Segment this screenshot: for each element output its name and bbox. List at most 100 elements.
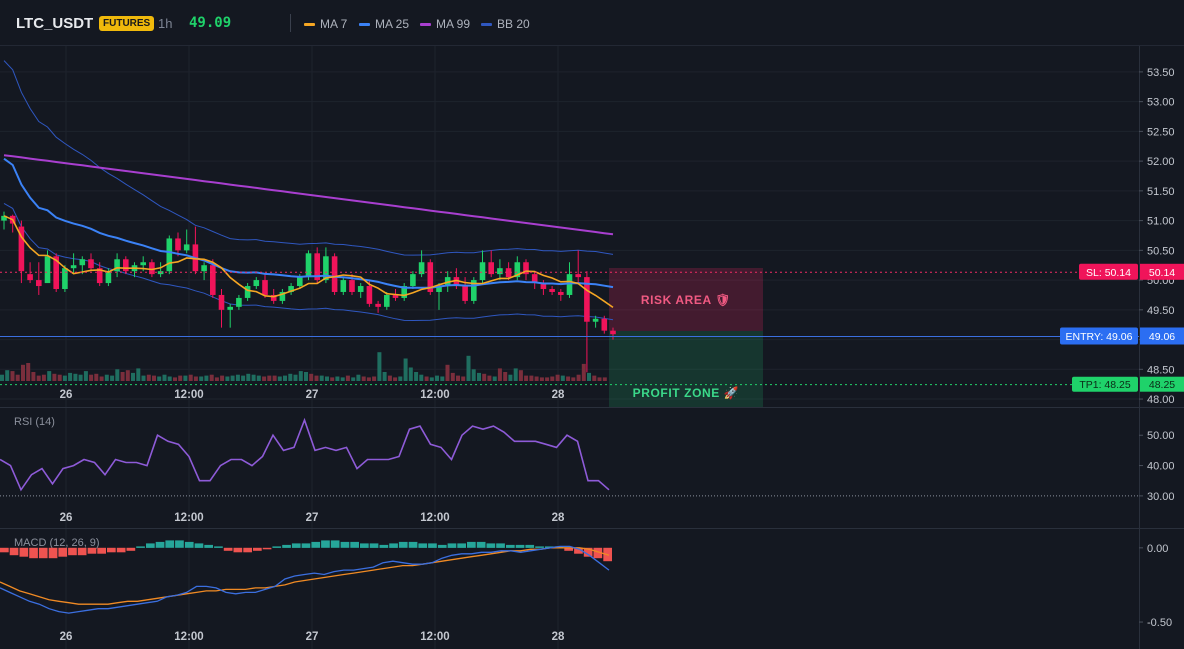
legend-bb20[interactable]: BB 20: [481, 17, 530, 31]
volume-bar: [372, 376, 377, 381]
macd-histogram-bar: [126, 547, 136, 551]
candle-body: [601, 318, 608, 331]
candle-body: [427, 262, 434, 292]
candle-body: [227, 306, 233, 310]
volume-bar: [545, 377, 550, 381]
legend-ma25[interactable]: MA 25: [359, 17, 409, 31]
volume-bar: [566, 376, 571, 381]
volume-bar: [539, 377, 544, 381]
volume-bar: [94, 373, 99, 381]
candle-body: [514, 262, 521, 278]
volume-bar: [298, 371, 303, 381]
macd-histogram-bar: [398, 541, 408, 548]
candle-body: [36, 280, 42, 287]
candle-body: [288, 286, 294, 292]
macd-histogram-bar: [136, 546, 145, 548]
volume-bar: [5, 370, 10, 381]
volume-bar: [461, 376, 466, 381]
macd-histogram-bar: [301, 543, 311, 548]
volume-bar: [89, 374, 94, 381]
timeframe-selector[interactable]: 1h: [158, 16, 173, 31]
candlesticks: [1, 211, 616, 373]
price-tick-label: 48.00: [1147, 394, 1175, 406]
candle-body: [244, 286, 251, 298]
macd-histogram-bar: [194, 543, 204, 548]
volume-bar: [340, 377, 345, 381]
tp-tag-box: [1072, 376, 1138, 392]
price-tick-label: 49.50: [1147, 305, 1175, 317]
volume-bar: [183, 375, 188, 381]
ma99-line: [3, 154, 614, 236]
macd-histogram-bar: [9, 547, 19, 556]
macd-histogram-bar: [340, 541, 350, 548]
entry-tag[interactable]: ENTRY: 49.06 49.06: [1060, 327, 1184, 345]
macd-histogram-bar: [29, 547, 38, 559]
take-profit-tag[interactable]: TP1: 48.25 48.25: [1072, 376, 1184, 392]
tp-axis-box: [1140, 376, 1184, 392]
profit-zone[interactable]: [609, 331, 763, 407]
ma25-line: [3, 157, 614, 289]
candle-body: [323, 256, 329, 281]
macd-histogram-bar: [321, 540, 330, 548]
macd-histogram-bar: [214, 546, 223, 548]
volume-bar: [283, 375, 287, 381]
candle-body: [384, 294, 390, 307]
candle-body: [62, 268, 68, 290]
candle-body: [375, 303, 381, 307]
macd-histogram-bar: [155, 541, 165, 548]
bb20-swatch: [481, 22, 492, 26]
volume-bar: [366, 377, 371, 381]
candle-body: [523, 262, 529, 275]
macd-histogram-bar: [486, 543, 496, 548]
candle-body: [183, 244, 190, 251]
volume-bar: [477, 372, 481, 381]
rsi-pane[interactable]: 50.00 40.00 30.00: [0, 417, 1175, 503]
candle-body: [349, 280, 355, 292]
macd-line: [0, 545, 610, 614]
volume-bar: [110, 375, 115, 381]
volume-bar: [193, 376, 198, 381]
macd-histogram-bar: [496, 543, 505, 548]
candle-body: [471, 280, 477, 301]
macd-histogram-bar: [97, 547, 106, 554]
candle-body: [340, 280, 347, 292]
volume-bar: [429, 377, 434, 381]
macd-pane[interactable]: 0.00 -0.50: [0, 540, 1172, 629]
candle-body: [175, 238, 181, 251]
macd-histogram-bar: [544, 546, 554, 548]
volume-bar: [403, 358, 408, 381]
macd-histogram-bar: [107, 547, 116, 553]
candle-body: [584, 277, 590, 322]
macd-histogram-bar: [408, 541, 418, 548]
header-divider: [290, 14, 291, 32]
volume-bar: [330, 377, 335, 381]
candle-body: [418, 262, 425, 275]
volume-bar: [555, 374, 560, 381]
volume-bar: [214, 377, 219, 381]
volume-bar: [414, 372, 419, 381]
macd-histogram-bar: [223, 547, 233, 551]
macd-histogram-bar: [0, 547, 9, 553]
symbol-name[interactable]: LTC_USDT: [16, 15, 94, 32]
volume-bar: [162, 374, 167, 381]
volume-bar: [518, 370, 523, 381]
legend-ma25-label: MA 25: [375, 17, 410, 31]
stop-loss-tag[interactable]: SL: 50.14 50.14: [1079, 263, 1184, 280]
time-label: 12:00: [174, 389, 203, 401]
legend-ma7[interactable]: MA 7: [304, 17, 347, 31]
volume-bar: [246, 373, 251, 381]
legend-ma99[interactable]: MA 99: [420, 17, 470, 31]
candle-body: [305, 253, 312, 278]
candle-body: [575, 274, 581, 278]
risk-area-zone[interactable]: [609, 268, 763, 331]
volume-bar: [262, 376, 267, 381]
volume-bar: [513, 368, 518, 381]
time-label: 26: [60, 631, 73, 643]
volume-bar: [524, 375, 529, 381]
macd-histogram-bar: [184, 541, 194, 548]
price-tick-label: 52.50: [1147, 126, 1175, 138]
volume-bar: [167, 376, 172, 381]
volume-bar: [466, 355, 471, 381]
macd-histogram-bar: [291, 543, 301, 548]
